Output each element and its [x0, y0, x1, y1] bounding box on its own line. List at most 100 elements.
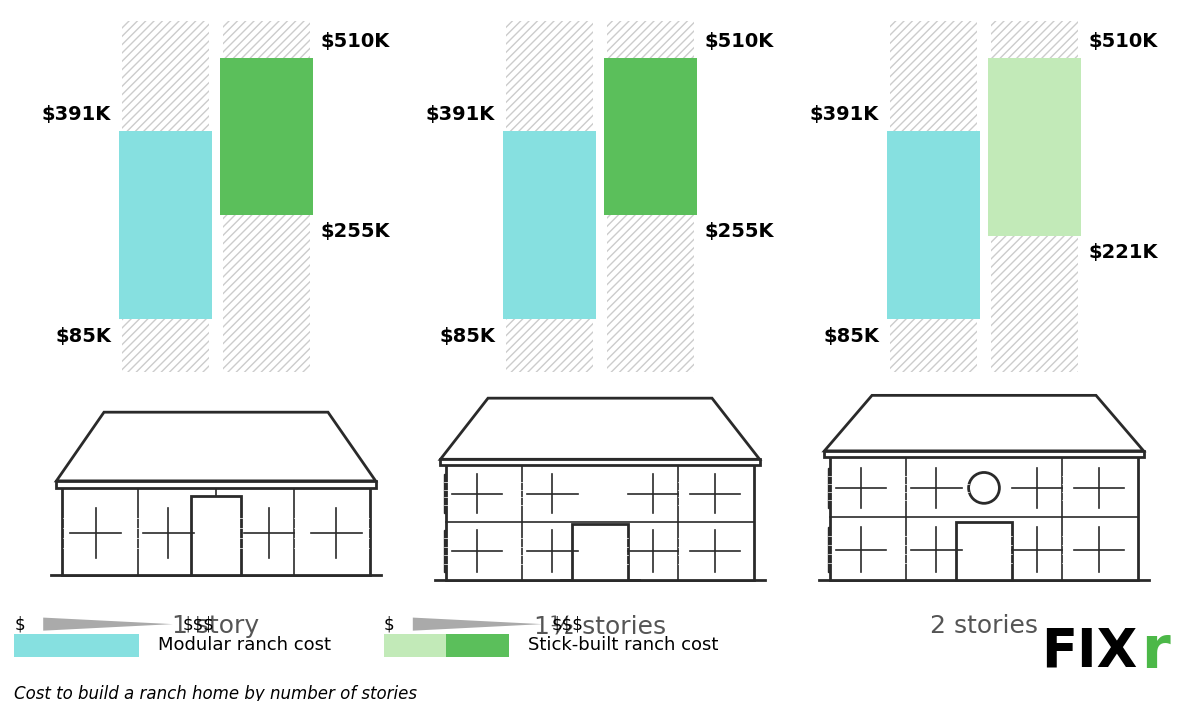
- Bar: [136, 508, 143, 558]
- Bar: [1074, 468, 1124, 508]
- Bar: [294, 508, 302, 558]
- Bar: [1004, 527, 1012, 572]
- Bar: [904, 527, 911, 572]
- Text: $85K: $85K: [55, 327, 110, 346]
- Bar: [828, 468, 835, 508]
- Bar: [886, 468, 893, 508]
- Bar: [304, 508, 311, 558]
- Text: $85K: $85K: [439, 327, 496, 346]
- Bar: [577, 474, 584, 513]
- Bar: [56, 481, 376, 488]
- Text: $: $: [384, 615, 395, 633]
- Bar: [683, 474, 690, 513]
- Bar: [527, 530, 577, 572]
- Text: $255K: $255K: [706, 222, 774, 241]
- Polygon shape: [413, 618, 542, 631]
- Text: $: $: [14, 615, 25, 633]
- Bar: [506, 21, 593, 372]
- Bar: [690, 530, 740, 572]
- Bar: [886, 527, 893, 572]
- Bar: [577, 530, 584, 572]
- Bar: [502, 474, 509, 513]
- Text: FIX: FIX: [1042, 626, 1138, 678]
- Text: $510K: $510K: [322, 32, 390, 50]
- Bar: [904, 468, 911, 508]
- Text: $221K: $221K: [1090, 243, 1158, 262]
- Bar: [690, 474, 740, 513]
- Bar: [888, 131, 979, 319]
- Bar: [1012, 468, 1062, 508]
- Bar: [620, 474, 628, 513]
- Bar: [830, 454, 1138, 580]
- Bar: [1012, 527, 1062, 572]
- Bar: [989, 58, 1081, 236]
- Bar: [628, 530, 678, 572]
- Text: Cost to build a ranch home by number of stories: Cost to build a ranch home by number of …: [14, 686, 418, 701]
- Bar: [628, 474, 678, 513]
- Bar: [1062, 527, 1069, 572]
- Bar: [193, 508, 202, 558]
- Bar: [119, 131, 211, 319]
- Bar: [1074, 527, 1124, 572]
- Bar: [956, 522, 1012, 580]
- Bar: [244, 508, 294, 558]
- Text: 2 stories: 2 stories: [930, 614, 1038, 638]
- Text: $510K: $510K: [1090, 32, 1158, 50]
- Text: $391K: $391K: [810, 104, 878, 123]
- Bar: [740, 474, 748, 513]
- Bar: [384, 634, 446, 657]
- Bar: [1062, 468, 1069, 508]
- Bar: [678, 530, 685, 572]
- Bar: [122, 21, 209, 372]
- Bar: [444, 474, 451, 513]
- Bar: [961, 527, 968, 572]
- Bar: [835, 527, 886, 572]
- Bar: [607, 21, 694, 372]
- Bar: [520, 474, 527, 513]
- Bar: [620, 530, 628, 572]
- Bar: [220, 58, 312, 215]
- Text: Modular ranch cost: Modular ranch cost: [158, 637, 331, 655]
- Bar: [1067, 468, 1074, 508]
- Text: $85K: $85K: [823, 327, 878, 346]
- Circle shape: [968, 472, 1000, 503]
- Bar: [835, 468, 886, 508]
- Bar: [121, 508, 128, 558]
- Bar: [1067, 527, 1074, 572]
- Bar: [678, 474, 685, 513]
- Polygon shape: [824, 395, 1144, 451]
- Bar: [911, 527, 961, 572]
- Bar: [223, 21, 310, 372]
- Bar: [824, 451, 1144, 457]
- Bar: [236, 508, 244, 558]
- Bar: [1004, 468, 1012, 508]
- Bar: [446, 463, 754, 580]
- Text: $510K: $510K: [706, 32, 774, 50]
- Bar: [361, 508, 370, 558]
- Bar: [828, 527, 835, 572]
- Polygon shape: [440, 398, 760, 459]
- Bar: [683, 530, 690, 572]
- Text: $255K: $255K: [322, 222, 390, 241]
- Bar: [520, 530, 527, 572]
- Bar: [572, 524, 628, 580]
- Polygon shape: [43, 618, 173, 631]
- Text: $391K: $391K: [42, 104, 110, 123]
- Bar: [311, 508, 361, 558]
- Bar: [446, 634, 509, 657]
- Bar: [62, 508, 71, 558]
- Bar: [1124, 527, 1132, 572]
- Bar: [191, 496, 241, 575]
- Bar: [527, 474, 577, 513]
- Bar: [143, 508, 193, 558]
- Bar: [451, 530, 502, 572]
- Text: $$$: $$$: [552, 615, 584, 633]
- Text: Stick-built ranch cost: Stick-built ranch cost: [528, 637, 719, 655]
- Bar: [502, 530, 509, 572]
- Bar: [961, 468, 968, 508]
- Bar: [440, 459, 760, 465]
- Bar: [605, 58, 696, 215]
- Bar: [71, 508, 121, 558]
- Text: $$$: $$$: [182, 615, 215, 633]
- Bar: [62, 485, 370, 575]
